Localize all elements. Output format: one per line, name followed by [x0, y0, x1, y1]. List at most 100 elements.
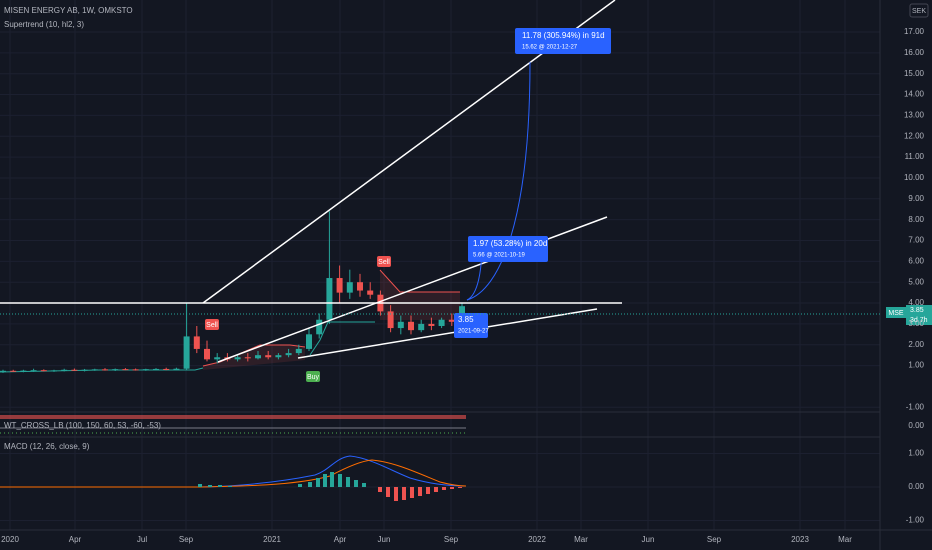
projection-text: 1.97 (53.28%) in 20d: [473, 239, 547, 248]
time-tick-label: Sep: [707, 535, 722, 544]
time-tick-label: Apr: [69, 535, 82, 544]
candle-body: [265, 355, 272, 358]
entry-box: [454, 313, 488, 338]
symbol-title: MISEN ENERGY AB, 1W, OMKSTO: [4, 6, 133, 15]
price-tick-label: 10.00: [904, 173, 925, 182]
time-tick-label: Mar: [838, 535, 852, 544]
candle-body: [448, 319, 455, 322]
projection-text: 5.66 @ 2021-10-19: [473, 253, 525, 259]
candle-body: [336, 278, 343, 293]
price-tick-label: 2.00: [908, 340, 924, 349]
price-tick-label: 5.00: [908, 277, 924, 286]
candle-body: [214, 357, 221, 360]
price-tick-label: 11.00: [905, 152, 925, 161]
time-tick-label: Sep: [444, 535, 459, 544]
signal-line: [0, 459, 467, 488]
candle-body: [357, 282, 363, 291]
countdown-text: 3d 7h: [910, 317, 928, 324]
candle-body: [387, 311, 394, 329]
supertrend-down: [202, 344, 306, 367]
price-tick-label: 6.00: [908, 256, 924, 265]
time-tick-label: Sep: [179, 535, 194, 544]
candle-body: [112, 369, 119, 371]
macd-tick-label: -1.00: [906, 516, 925, 525]
entry-text: 2021-09-27: [458, 329, 489, 335]
sell-label-text: Sell: [206, 322, 218, 329]
time-tick-label: Mar: [574, 535, 588, 544]
candle-body: [346, 282, 353, 293]
macd-label: MACD (12, 26, close, 9): [4, 442, 90, 451]
candle-body: [316, 319, 323, 335]
macd-line: [0, 455, 467, 488]
sell-label-text: Sell: [378, 259, 390, 266]
time-tick-label: Jul: [137, 535, 147, 544]
ticker-tag: [886, 307, 906, 318]
macd-histogram: [378, 487, 462, 501]
projection-text: 15.62 @ 2021-12-27: [522, 45, 578, 51]
candle-body: [51, 370, 57, 372]
supertrend-down: [379, 269, 460, 293]
candle-body: [102, 369, 108, 371]
candle-body: [20, 370, 27, 372]
candle-body: [234, 357, 241, 360]
candle-body: [244, 357, 251, 359]
price-tick-label: 9.00: [908, 194, 924, 203]
candle-body: [418, 323, 425, 331]
price-tick-label: -1.00: [906, 402, 925, 411]
candle-body: [0, 370, 6, 372]
candle-body: [91, 369, 98, 371]
candle-body: [71, 369, 78, 371]
buy-label-text: Buy: [307, 374, 320, 381]
macd-tick-label: 0.00: [908, 482, 924, 491]
candle-body: [306, 334, 312, 349]
trend-line: [297, 308, 598, 359]
price-tick-label: 3.00: [908, 319, 924, 328]
price-tick-label: 7.00: [908, 236, 924, 245]
currency[interactable]: SEK: [912, 8, 926, 15]
candle-body: [142, 369, 149, 371]
sell-label: [205, 319, 219, 330]
candle-body: [30, 370, 37, 372]
wt-label: WT_CROSS_LB (100, 150, 60, 53, -60, -53): [4, 421, 161, 430]
candle-body: [204, 348, 210, 360]
indicator-label: Supertrend (10, hl2, 3): [4, 20, 84, 29]
candle-body: [183, 336, 190, 369]
macd-histogram: [198, 472, 366, 487]
price-tick-label: 8.00: [908, 215, 924, 224]
candle-body: [275, 355, 282, 358]
price-tick-label: 12.00: [904, 131, 925, 140]
price-tick-label: 16.00: [904, 48, 925, 57]
candle-body: [255, 355, 261, 359]
candle-body: [153, 368, 159, 370]
supertrend-fill: [380, 270, 460, 320]
time-tick-label: Jun: [378, 535, 391, 544]
price-tick-label: 15.00: [904, 69, 925, 78]
time-tick-label: 2022: [528, 535, 546, 544]
price-tag-text: 3.85: [910, 307, 924, 314]
candle-body: [81, 369, 88, 371]
macd-tick-label: 1.00: [908, 449, 924, 458]
price-tick-label: 1.00: [908, 361, 924, 370]
candle-body: [397, 321, 404, 329]
candle-body: [10, 370, 17, 372]
candle-body: [285, 353, 292, 356]
currency-box[interactable]: [909, 3, 929, 18]
price-tick-label: 14.00: [904, 90, 925, 99]
projection-text: 11.78 (305.94%) in 91d: [522, 31, 605, 40]
candle-body: [132, 369, 139, 371]
candle-body: [122, 369, 129, 371]
candle-body: [61, 369, 68, 371]
wt-band: [0, 415, 466, 419]
candle-body: [367, 290, 374, 295]
supertrend-fill: [203, 345, 305, 370]
price-tick-label: 13.00: [904, 111, 925, 120]
buy-label: [306, 371, 320, 382]
price-tick-label: 17.00: [904, 27, 925, 36]
wt-tick-label: 0.00: [908, 421, 924, 430]
candle-body: [428, 323, 435, 326]
time-tick-label: 2020: [1, 535, 19, 544]
candle-body: [326, 278, 333, 320]
candle-body: [295, 348, 302, 354]
